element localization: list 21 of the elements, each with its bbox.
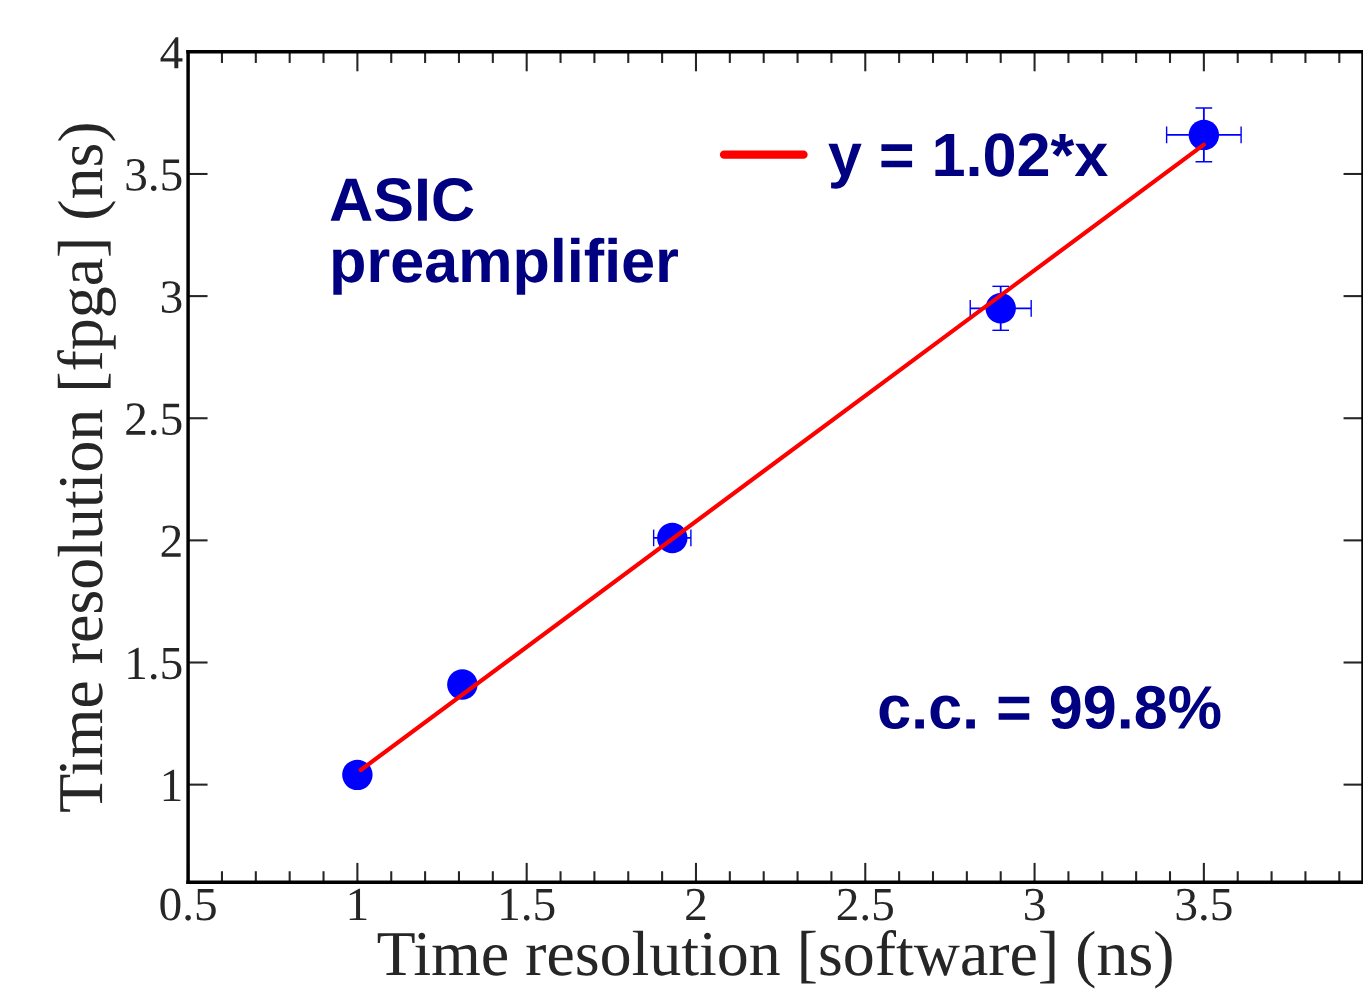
y-tick-label: 3	[161, 281, 182, 313]
y-tick-label: 1	[163, 769, 181, 802]
legend-label: y = 1.02*x	[828, 133, 1108, 189]
x-axis-title: Time resolution [software] (ns)	[377, 930, 1172, 989]
x-tick-label: 3	[1025, 888, 1045, 921]
annotation: ASIC preamplifier	[330, 178, 678, 295]
y-axis-title: Time resolution [fpga] (ns)	[57, 124, 116, 812]
y-tick-label: 2	[161, 525, 181, 557]
y-tick-label: 1.5	[128, 647, 182, 680]
annotation: c.c. = 99.8%	[879, 685, 1221, 730]
x-tick-label: 3.5	[1176, 888, 1232, 921]
x-tick-label: 1	[349, 888, 367, 920]
y-tick-label: 4	[160, 37, 183, 69]
x-tick-label: 2	[686, 888, 706, 920]
x-tick-label: 2.5	[837, 888, 893, 921]
point	[342, 759, 373, 791]
point	[1188, 119, 1220, 151]
y-tick-label: 2.5	[126, 403, 182, 436]
x-tick-label: 1.5	[501, 888, 555, 921]
y-tick-label: 3.5	[126, 159, 182, 192]
x-tick-label: 0.5	[160, 888, 216, 921]
